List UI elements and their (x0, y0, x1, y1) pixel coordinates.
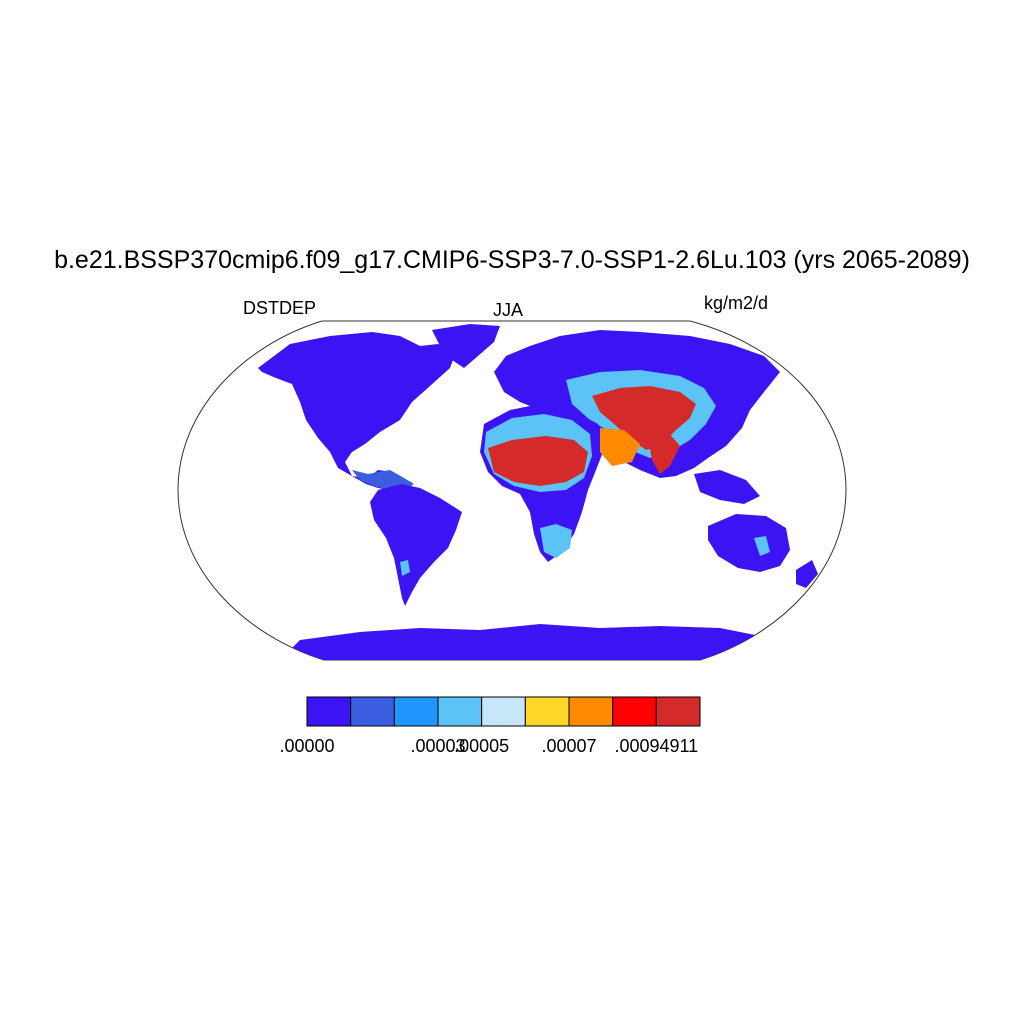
colorbar-tick-label: .00005 (454, 736, 510, 756)
colorbar-box (524, 696, 570, 727)
india-dust (648, 432, 680, 474)
southern-africa-dust (540, 524, 572, 558)
colorbar-tick-label: .00000 (279, 736, 335, 756)
colorbar-box (437, 696, 483, 727)
season-label: JJA (493, 300, 524, 320)
units-label: kg/m2/d (704, 293, 769, 313)
colorbar-box (481, 696, 526, 727)
australia-dust (754, 536, 770, 556)
colorbar-tick-label: .00007 (541, 736, 597, 756)
asia-dust-core (592, 386, 696, 450)
antarctica (280, 624, 770, 660)
arabia-dust (600, 428, 640, 466)
patagonia-dust (400, 560, 410, 576)
sahara-dust-core (488, 436, 588, 486)
colorbar-box (568, 696, 614, 727)
colorbar-tick-label: .00094911 (614, 736, 699, 756)
colorbar-tick-label: .00003 (410, 736, 466, 756)
colorbar-box (393, 696, 439, 727)
colorbar (306, 696, 701, 727)
se-asia (694, 470, 760, 504)
colorbar-box (350, 696, 395, 727)
greenland (432, 324, 500, 368)
colorbar-box (655, 696, 701, 727)
north-america (258, 332, 456, 490)
page-title: b.e21.BSSP370cmip6.f09_g17.CMIP6-SSP3-7.… (54, 246, 970, 274)
colorbar-box (612, 696, 657, 727)
australia (708, 514, 790, 572)
south-america (370, 484, 462, 606)
variable-label: DSTDEP (243, 298, 317, 318)
new-zealand (796, 560, 818, 588)
colorbar-box (306, 696, 352, 727)
land-layer (258, 324, 818, 660)
